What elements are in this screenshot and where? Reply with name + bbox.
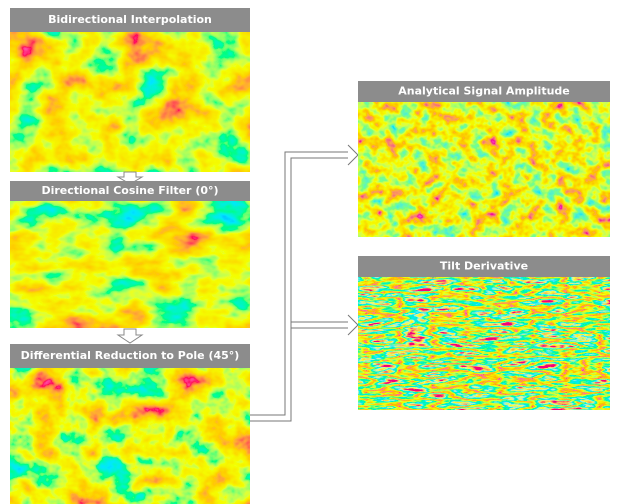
connector-line [250,157,348,422]
down-arrow [116,171,144,185]
title-bar [10,344,250,368]
title-bar [10,8,250,32]
map-image [10,32,250,172]
panel-title: Analytical Signal Amplitude [398,85,570,98]
map-image [358,102,610,237]
down-arrow [116,328,144,344]
map-image [358,277,610,410]
panel-title: Bidirectional Interpolation [48,13,212,26]
title-bar [10,181,250,201]
connector [250,144,359,422]
panel-title: Differential Reduction to Pole (45°) [21,349,240,362]
panel-title: Directional Cosine Filter (0°) [41,184,218,197]
arrow-head [347,144,359,166]
panel: Differential Reduction to Pole (45°) [10,344,250,504]
arrow-head [347,314,359,336]
title-bar [358,81,610,102]
map-image [10,201,250,328]
panel: Bidirectional Interpolation [10,8,250,172]
map-image [10,368,250,504]
panel: Tilt Derivative [358,256,610,410]
panel: Analytical Signal Amplitude [358,81,610,237]
title-bar [358,256,610,277]
connector-line [250,151,348,416]
panel: Directional Cosine Filter (0°) [10,181,250,328]
panel-title: Tilt Derivative [440,260,528,273]
